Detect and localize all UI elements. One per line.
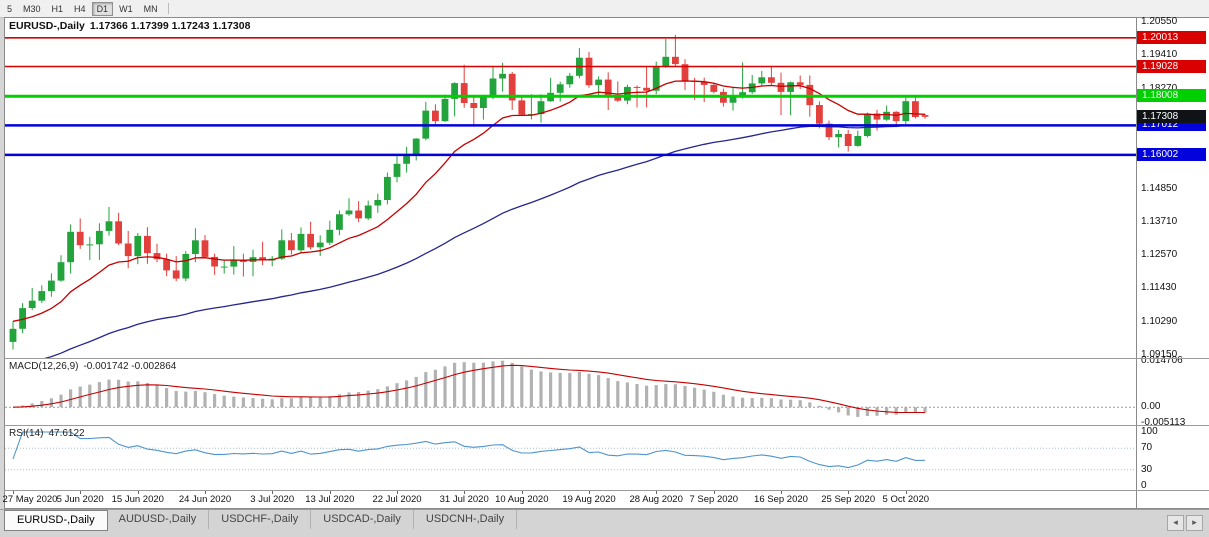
chart-tab-usdcnh[interactable]: USDCNH-,Daily: [414, 510, 518, 529]
chart-tab-eurusd[interactable]: EURUSD-,Daily: [4, 510, 108, 531]
x-axis-tick: [80, 491, 82, 494]
chart-title: EURUSD-,Daily 1.17366 1.17399 1.17243 1.1…: [9, 20, 255, 32]
y-axis-label: 1.18270: [1141, 82, 1178, 94]
timeframe-button-5[interactable]: 5: [7, 3, 13, 14]
macd-axis-label: 0.00: [1141, 401, 1161, 413]
macd-values: -0.001742 -0.002864: [83, 361, 177, 372]
x-axis-label: 13 Jul 2020: [305, 494, 355, 505]
tab-scroll-controls: ◂ ▸: [1167, 515, 1203, 531]
chart-title-symbol: EURUSD-,Daily: [9, 20, 85, 32]
panel-separator[interactable]: [4, 425, 1209, 426]
x-axis-tick: [905, 491, 907, 494]
x-axis-tick: [13, 491, 14, 494]
rsi-axis-label: 30: [1141, 463, 1153, 475]
x-axis-label: 16 Sep 2020: [754, 494, 808, 505]
chart-tab-bar: EURUSD-,Daily AUDUSD-,Daily USDCHF-,Daily U…: [0, 509, 1209, 537]
timeframe-button-m30[interactable]: M30: [23, 3, 41, 14]
current-price-tag: 1.17308: [1137, 109, 1206, 123]
x-axis-tick: [205, 491, 206, 494]
ma-fast-line: [12, 80, 926, 322]
x-axis-label: 25 Sep 2020: [821, 494, 876, 505]
panel-separator[interactable]: [4, 358, 1209, 359]
rsi-line: [12, 431, 926, 469]
x-axis-tick: [464, 491, 466, 494]
macd-label: MACD(12,26,9) -0.001742 -0.002864: [9, 361, 181, 372]
rsi-axis-label: 100: [1141, 426, 1158, 437]
timeframe-toolbar: 5 M30 H1 H4 D1 W1 MN: [0, 0, 1209, 18]
timeframe-button-h4[interactable]: H4: [74, 3, 86, 14]
macd-axis-label: -0.005113: [1141, 417, 1186, 429]
x-axis-tick: [589, 491, 590, 494]
tab-scroll-left-button[interactable]: ◂: [1167, 515, 1184, 531]
x-axis-label: 22 Jul 2020: [372, 494, 422, 505]
x-axis-tick: [656, 491, 658, 494]
x-axis-label: 28 Aug 2020: [629, 494, 683, 505]
rsi-chart[interactable]: [5, 426, 1136, 490]
rsi-axis-label: 70: [1141, 442, 1153, 454]
price-level-tag[interactable]: 1.20013: [1137, 30, 1206, 44]
y-axis-label: 1.11430: [1141, 282, 1177, 294]
price-level-tag[interactable]: 1.18008: [1137, 89, 1206, 103]
ma-slow-line: [44, 124, 926, 358]
y-axis-label: 1.09150: [1141, 349, 1178, 361]
x-axis-tick: [848, 491, 850, 494]
timeframe-button-w1[interactable]: W1: [119, 3, 133, 14]
rsi-axis-label: 0: [1141, 480, 1147, 491]
timeframe-button-mn[interactable]: MN: [143, 3, 158, 14]
x-axis-label: 19 Aug 2020: [562, 494, 616, 505]
chart-tab-usdchf[interactable]: USDCHF-,Daily: [209, 510, 312, 529]
x-axis-tick: [272, 491, 274, 494]
timeframe-button-h1[interactable]: H1: [51, 3, 64, 14]
y-axis-label: 1.13710: [1141, 215, 1178, 227]
x-axis-tick: [713, 491, 715, 494]
tab-scroll-right-button[interactable]: ▸: [1186, 515, 1203, 531]
y-axis-label: 1.19410: [1141, 49, 1178, 61]
chart-area[interactable]: [4, 17, 1209, 509]
macd-histogram: [21, 360, 927, 417]
rsi-name: RSI(14): [9, 428, 44, 439]
x-axis-label: 5 Oct 2020: [882, 494, 930, 505]
x-axis-label: 3 Jul 2020: [250, 494, 295, 505]
price-level-tag[interactable]: 1.19028: [1137, 59, 1206, 73]
x-axis-tick: [397, 491, 398, 494]
macd-axis-label: 0.014706: [1141, 354, 1183, 366]
rsi-value: 47.6122: [48, 428, 85, 439]
candles-group: [9, 34, 929, 350]
candlestick-chart[interactable]: [5, 18, 1136, 358]
price-axis-divider: [1136, 17, 1137, 509]
x-axis-label: 7 Sep 2020: [689, 494, 739, 505]
y-axis-label: 1.10290: [1141, 315, 1178, 327]
rsi-label: RSI(14) 47.6122: [9, 428, 90, 439]
x-axis-tick: [781, 491, 782, 494]
chart-title-ohlc: 1.17366 1.17399 1.17243 1.17308: [89, 20, 251, 32]
time-axis-separator: [4, 490, 1209, 491]
macd-name: MACD(12,26,9): [9, 361, 79, 372]
macd-chart[interactable]: [5, 359, 1136, 425]
y-axis-label: 1.12570: [1141, 249, 1178, 261]
x-axis-label: 5 Jun 2020: [56, 494, 104, 505]
x-axis-tick: [329, 491, 331, 494]
x-axis-label: 31 Jul 2020: [439, 494, 489, 505]
y-axis-label: 1.14850: [1141, 182, 1178, 194]
x-axis-label: 27 May 2020: [2, 494, 58, 505]
x-axis-label: 24 Jun 2020: [178, 494, 232, 505]
chart-tab-audusd[interactable]: AUDUSD-,Daily: [107, 510, 210, 529]
x-axis-tick: [137, 491, 139, 494]
chart-tab-usdcad[interactable]: USDCAD-,Daily: [311, 510, 414, 529]
x-axis-label: 10 Aug 2020: [495, 494, 549, 505]
x-axis-tick: [521, 491, 523, 494]
toolbar-separator: [167, 3, 169, 14]
price-level-tag[interactable]: 1.16002: [1137, 147, 1206, 161]
y-axis-label: 1.20550: [1141, 16, 1178, 28]
macd-signal-line: [12, 364, 925, 414]
timeframe-button-d1[interactable]: D1: [91, 1, 114, 16]
x-axis-label: 15 Jun 2020: [111, 494, 164, 505]
chart-tabs: EURUSD-,Daily AUDUSD-,Daily USDCHF-,Daily U…: [0, 510, 1209, 531]
